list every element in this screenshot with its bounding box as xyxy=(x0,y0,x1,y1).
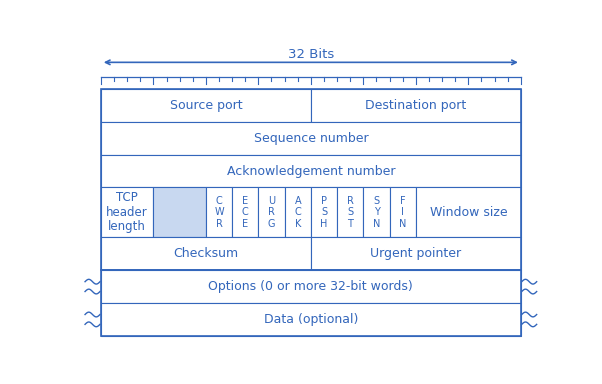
Bar xyxy=(285,187,311,237)
Bar xyxy=(311,187,337,237)
Text: R
S
T: R S T xyxy=(347,196,353,228)
Bar xyxy=(101,303,521,336)
Bar xyxy=(101,122,521,155)
Text: F
I
N: F I N xyxy=(399,196,406,228)
Text: Destination port: Destination port xyxy=(365,99,467,112)
Bar xyxy=(101,270,521,303)
Bar xyxy=(101,155,521,187)
Bar xyxy=(337,187,364,237)
Text: Options (0 or more 32-bit words): Options (0 or more 32-bit words) xyxy=(208,280,413,293)
Text: A
C
K: A C K xyxy=(294,196,301,228)
Bar xyxy=(154,187,206,237)
Text: TCP
header
length: TCP header length xyxy=(107,191,148,233)
Bar xyxy=(101,89,311,122)
Text: C
W
R: C W R xyxy=(214,196,224,228)
Bar xyxy=(311,89,521,122)
Bar xyxy=(389,187,416,237)
Text: Checksum: Checksum xyxy=(173,247,238,260)
Bar xyxy=(101,89,521,270)
Bar xyxy=(311,237,521,270)
Bar xyxy=(364,187,389,237)
Bar xyxy=(101,187,154,237)
Bar xyxy=(101,237,311,270)
Bar xyxy=(101,270,521,336)
Text: Urgent pointer: Urgent pointer xyxy=(370,247,461,260)
Bar xyxy=(416,187,521,237)
Text: P
S
H: P S H xyxy=(320,196,327,228)
Text: U
R
G: U R G xyxy=(268,196,275,228)
Text: Acknowledgement number: Acknowledgement number xyxy=(226,164,395,177)
Bar xyxy=(206,187,232,237)
Text: S
Y
N: S Y N xyxy=(373,196,380,228)
Text: E
C
E: E C E xyxy=(242,196,249,228)
Text: 32 Bits: 32 Bits xyxy=(288,48,334,61)
Bar xyxy=(258,187,285,237)
Bar xyxy=(232,187,258,237)
Text: Data (optional): Data (optional) xyxy=(264,313,358,326)
Text: Sequence number: Sequence number xyxy=(253,132,368,145)
Text: Window size: Window size xyxy=(429,206,507,219)
Text: Source port: Source port xyxy=(170,99,242,112)
